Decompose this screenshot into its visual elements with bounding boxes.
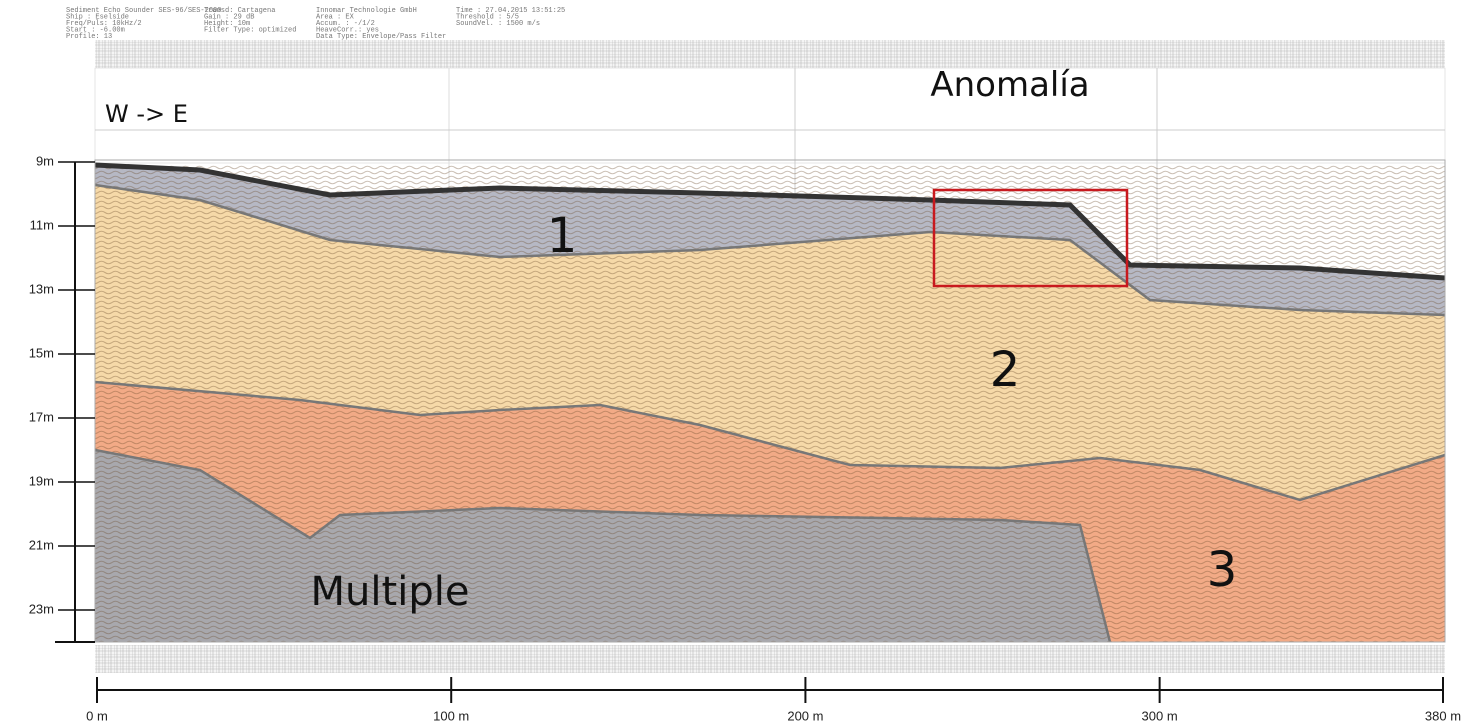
header-text: Profile: 13 bbox=[66, 33, 112, 41]
distance-tick-label: 380 m bbox=[1425, 708, 1461, 723]
depth-tick-label: 9m bbox=[36, 153, 54, 168]
distance-tick-label: 0 m bbox=[86, 708, 108, 723]
depth-tick-label: 15m bbox=[29, 345, 54, 360]
layers bbox=[95, 160, 1445, 642]
header-text: Data Type: Envelope/Pass Filter bbox=[316, 33, 446, 41]
profile-figure: W -> E Anomalía 1 2 3 Multiple Sediment … bbox=[0, 0, 1465, 726]
depth-tick-label: 21m bbox=[29, 537, 54, 552]
depth-tick-label: 17m bbox=[29, 409, 54, 424]
depth-tick-label: 13m bbox=[29, 281, 54, 296]
direction: W -> E bbox=[105, 100, 188, 128]
layer-label: Multiple bbox=[311, 569, 470, 615]
header-text: Filter Type: optimized bbox=[204, 27, 296, 35]
layer-label: 2 bbox=[990, 342, 1021, 398]
layer-label: 1 bbox=[547, 208, 578, 264]
layer-label: 3 bbox=[1207, 542, 1238, 598]
distance-tick-label: 300 m bbox=[1142, 708, 1178, 723]
anomaly-label: Anomalía bbox=[930, 65, 1089, 105]
distance-tick-label: 200 m bbox=[787, 708, 823, 723]
header-text: SoundVel. : 1500 m/s bbox=[456, 20, 540, 28]
distance-tick-label: 100 m bbox=[433, 708, 469, 723]
depth-tick-label: 23m bbox=[29, 601, 54, 616]
depth-tick-label: 19m bbox=[29, 473, 54, 488]
depth-tick-label: 11m bbox=[30, 217, 54, 232]
